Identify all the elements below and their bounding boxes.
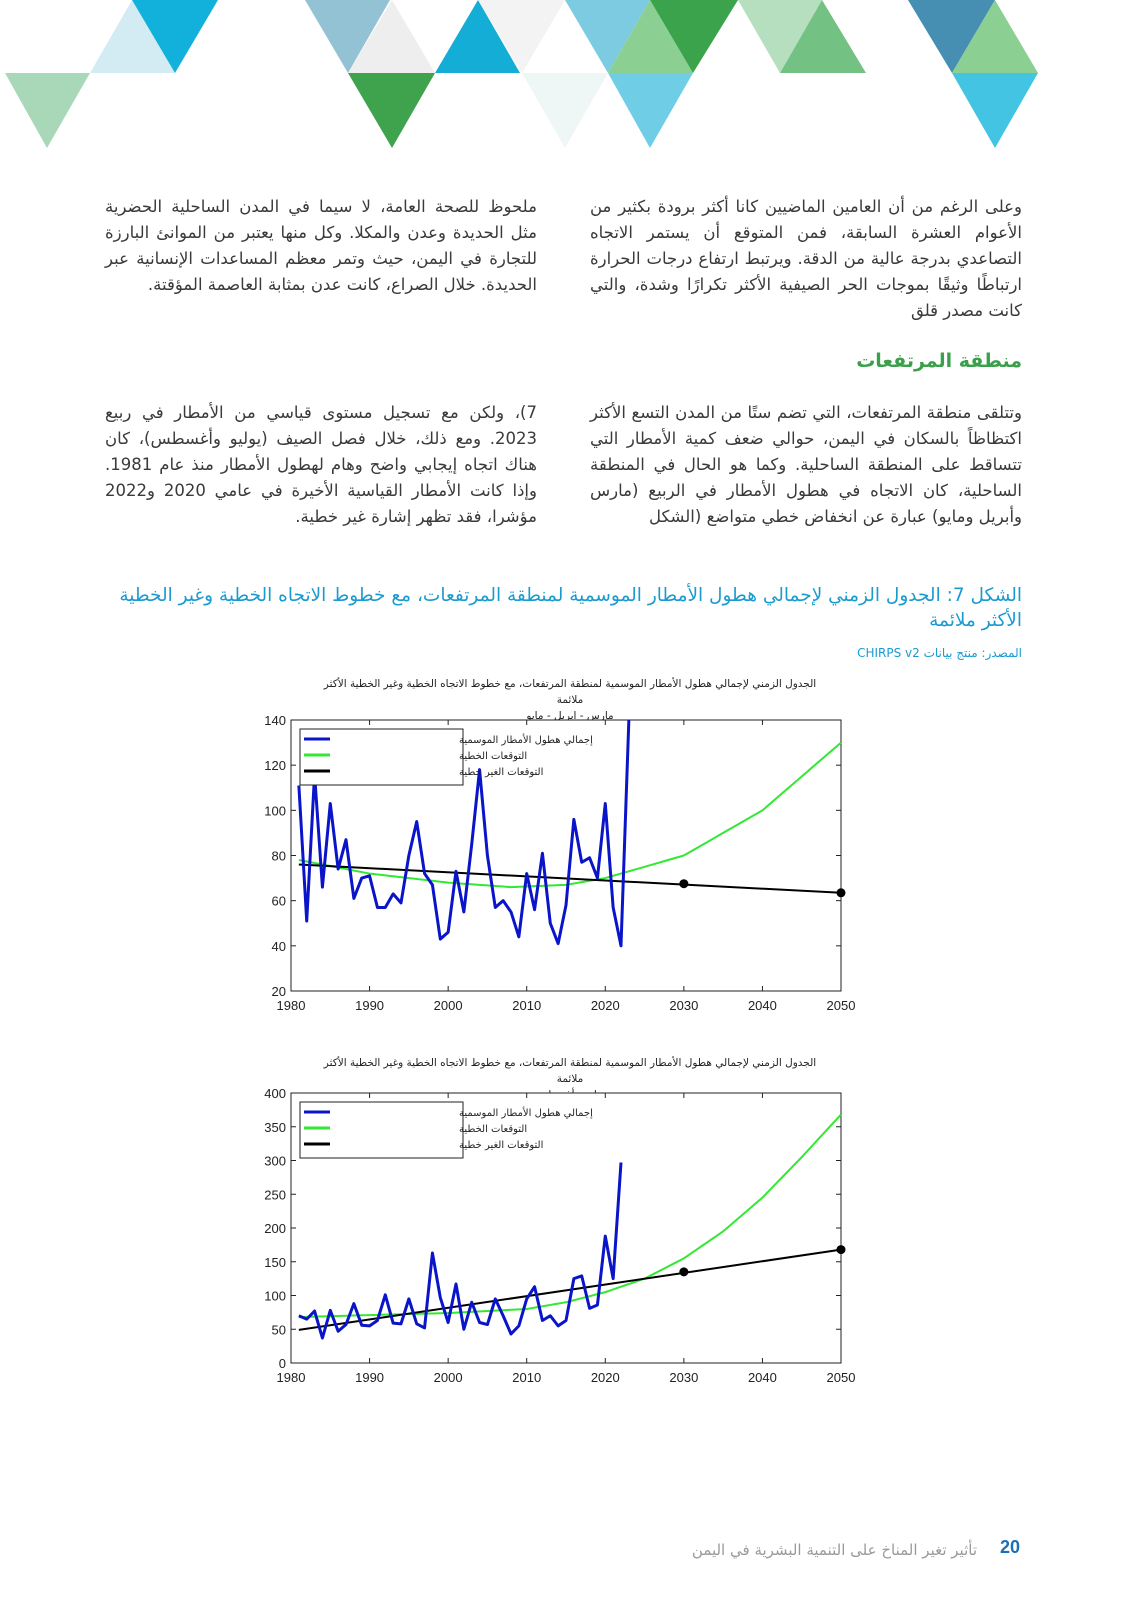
projection-marker	[679, 1267, 689, 1277]
figure-source: المصدر: منتج بيانات CHIRPS v2	[857, 646, 1022, 660]
series-nonlinear-projection	[298, 863, 842, 894]
legend-box	[299, 728, 464, 786]
y-tick-label: 200	[264, 1221, 286, 1236]
y-tick-label: 400	[264, 1086, 286, 1101]
y-tick-label: 80	[272, 849, 286, 864]
chart1-subtitle: مارس - إبريل - مايو	[526, 710, 614, 722]
decorative-triangle-banner	[5, 0, 1038, 148]
body-paragraph-left-1: ملحوظ للصحة العامة، لا سيما في المدن الس…	[105, 197, 537, 294]
body-paragraph-right-2: وتتلقى منطقة المرتفعات، التي تضم ستًا من…	[590, 403, 1022, 526]
legend-label: إجمالي هطول الأمطار الموسمية	[459, 733, 593, 746]
plot-area	[290, 1092, 842, 1364]
section-heading: منطقة المرتفعات	[856, 350, 1022, 372]
y-tick-label: 120	[264, 758, 286, 773]
legend-label: إجمالي هطول الأمطار الموسمية	[459, 1106, 593, 1119]
chart1-title-text: الجدول الزمني لإجمالي هطول الأمطار الموس…	[323, 678, 817, 706]
y-tick-label: 140	[264, 713, 286, 728]
x-tick-label: 2010	[512, 1370, 541, 1385]
y-tick-label: 50	[272, 1322, 286, 1337]
body-paragraph-left-2: 7)، ولكن مع تسجيل مستوى قياسي من الأمطار…	[105, 403, 537, 526]
x-tick-label: 2010	[512, 998, 541, 1013]
legend-label: التوقعات الخطية	[459, 1124, 527, 1135]
y-tick-label: 250	[264, 1187, 286, 1202]
y-tick-label: 100	[264, 1289, 286, 1304]
body-paragraph-right-1: وعلى الرغم من أن العامين الماضيين كانا أ…	[590, 197, 1022, 320]
y-tick-label: 100	[264, 803, 286, 818]
footer-title: تأثير تغير المناخ على التنمية البشرية في…	[691, 1541, 977, 1559]
projection-marker	[836, 1245, 846, 1255]
series-linear-projection	[298, 1113, 842, 1319]
chart2-title-text: الجدول الزمني لإجمالي هطول الأمطار الموس…	[323, 1057, 817, 1085]
page-number: 20	[999, 1537, 1020, 1557]
x-tick-label: 1990	[355, 1370, 384, 1385]
legend-label: التوقعات الغير خطية	[459, 767, 543, 778]
chart2-subtitle: يوليو - أغسطس	[534, 1089, 606, 1101]
x-tick-label: 1980	[277, 998, 306, 1013]
legend-label: التوقعات الغير خطية	[459, 1140, 543, 1151]
chart2-title: الجدول الزمني لإجمالي هطول الأمطار الموس…	[320, 1055, 820, 1103]
y-tick-label: 60	[272, 894, 286, 909]
x-tick-label: 2050	[827, 1370, 856, 1385]
series-nonlinear-projection	[298, 1248, 842, 1331]
figure-caption: الشكل 7: الجدول الزمني لإجمالي هطول الأم…	[119, 585, 1022, 631]
x-tick-label: 2040	[748, 998, 777, 1013]
x-tick-label: 2020	[591, 998, 620, 1013]
series-observed-rainfall	[298, 1162, 623, 1340]
plot-area	[290, 719, 842, 992]
y-tick-label: 350	[264, 1120, 286, 1135]
series-linear-projection	[298, 741, 842, 889]
x-tick-label: 2000	[434, 1370, 463, 1385]
x-tick-label: 1990	[355, 998, 384, 1013]
x-tick-label: 2000	[434, 998, 463, 1013]
x-tick-label: 2020	[591, 1370, 620, 1385]
x-tick-label: 2030	[669, 1370, 698, 1385]
y-tick-label: 150	[264, 1255, 286, 1270]
legend-label: التوقعات الخطية	[459, 751, 527, 762]
x-tick-label: 2050	[827, 998, 856, 1013]
series-observed-rainfall	[297, 719, 631, 948]
x-tick-label: 2040	[748, 1370, 777, 1385]
projection-marker	[679, 879, 689, 889]
y-tick-label: 0	[279, 1356, 286, 1371]
y-tick-label: 20	[272, 984, 286, 999]
y-tick-label: 40	[272, 939, 286, 954]
projection-marker	[836, 888, 846, 898]
legend-box	[299, 1101, 464, 1159]
x-tick-label: 2030	[669, 998, 698, 1013]
x-tick-label: 1980	[277, 1370, 306, 1385]
y-tick-label: 300	[264, 1154, 286, 1169]
chart1-title: الجدول الزمني لإجمالي هطول الأمطار الموس…	[320, 676, 820, 724]
